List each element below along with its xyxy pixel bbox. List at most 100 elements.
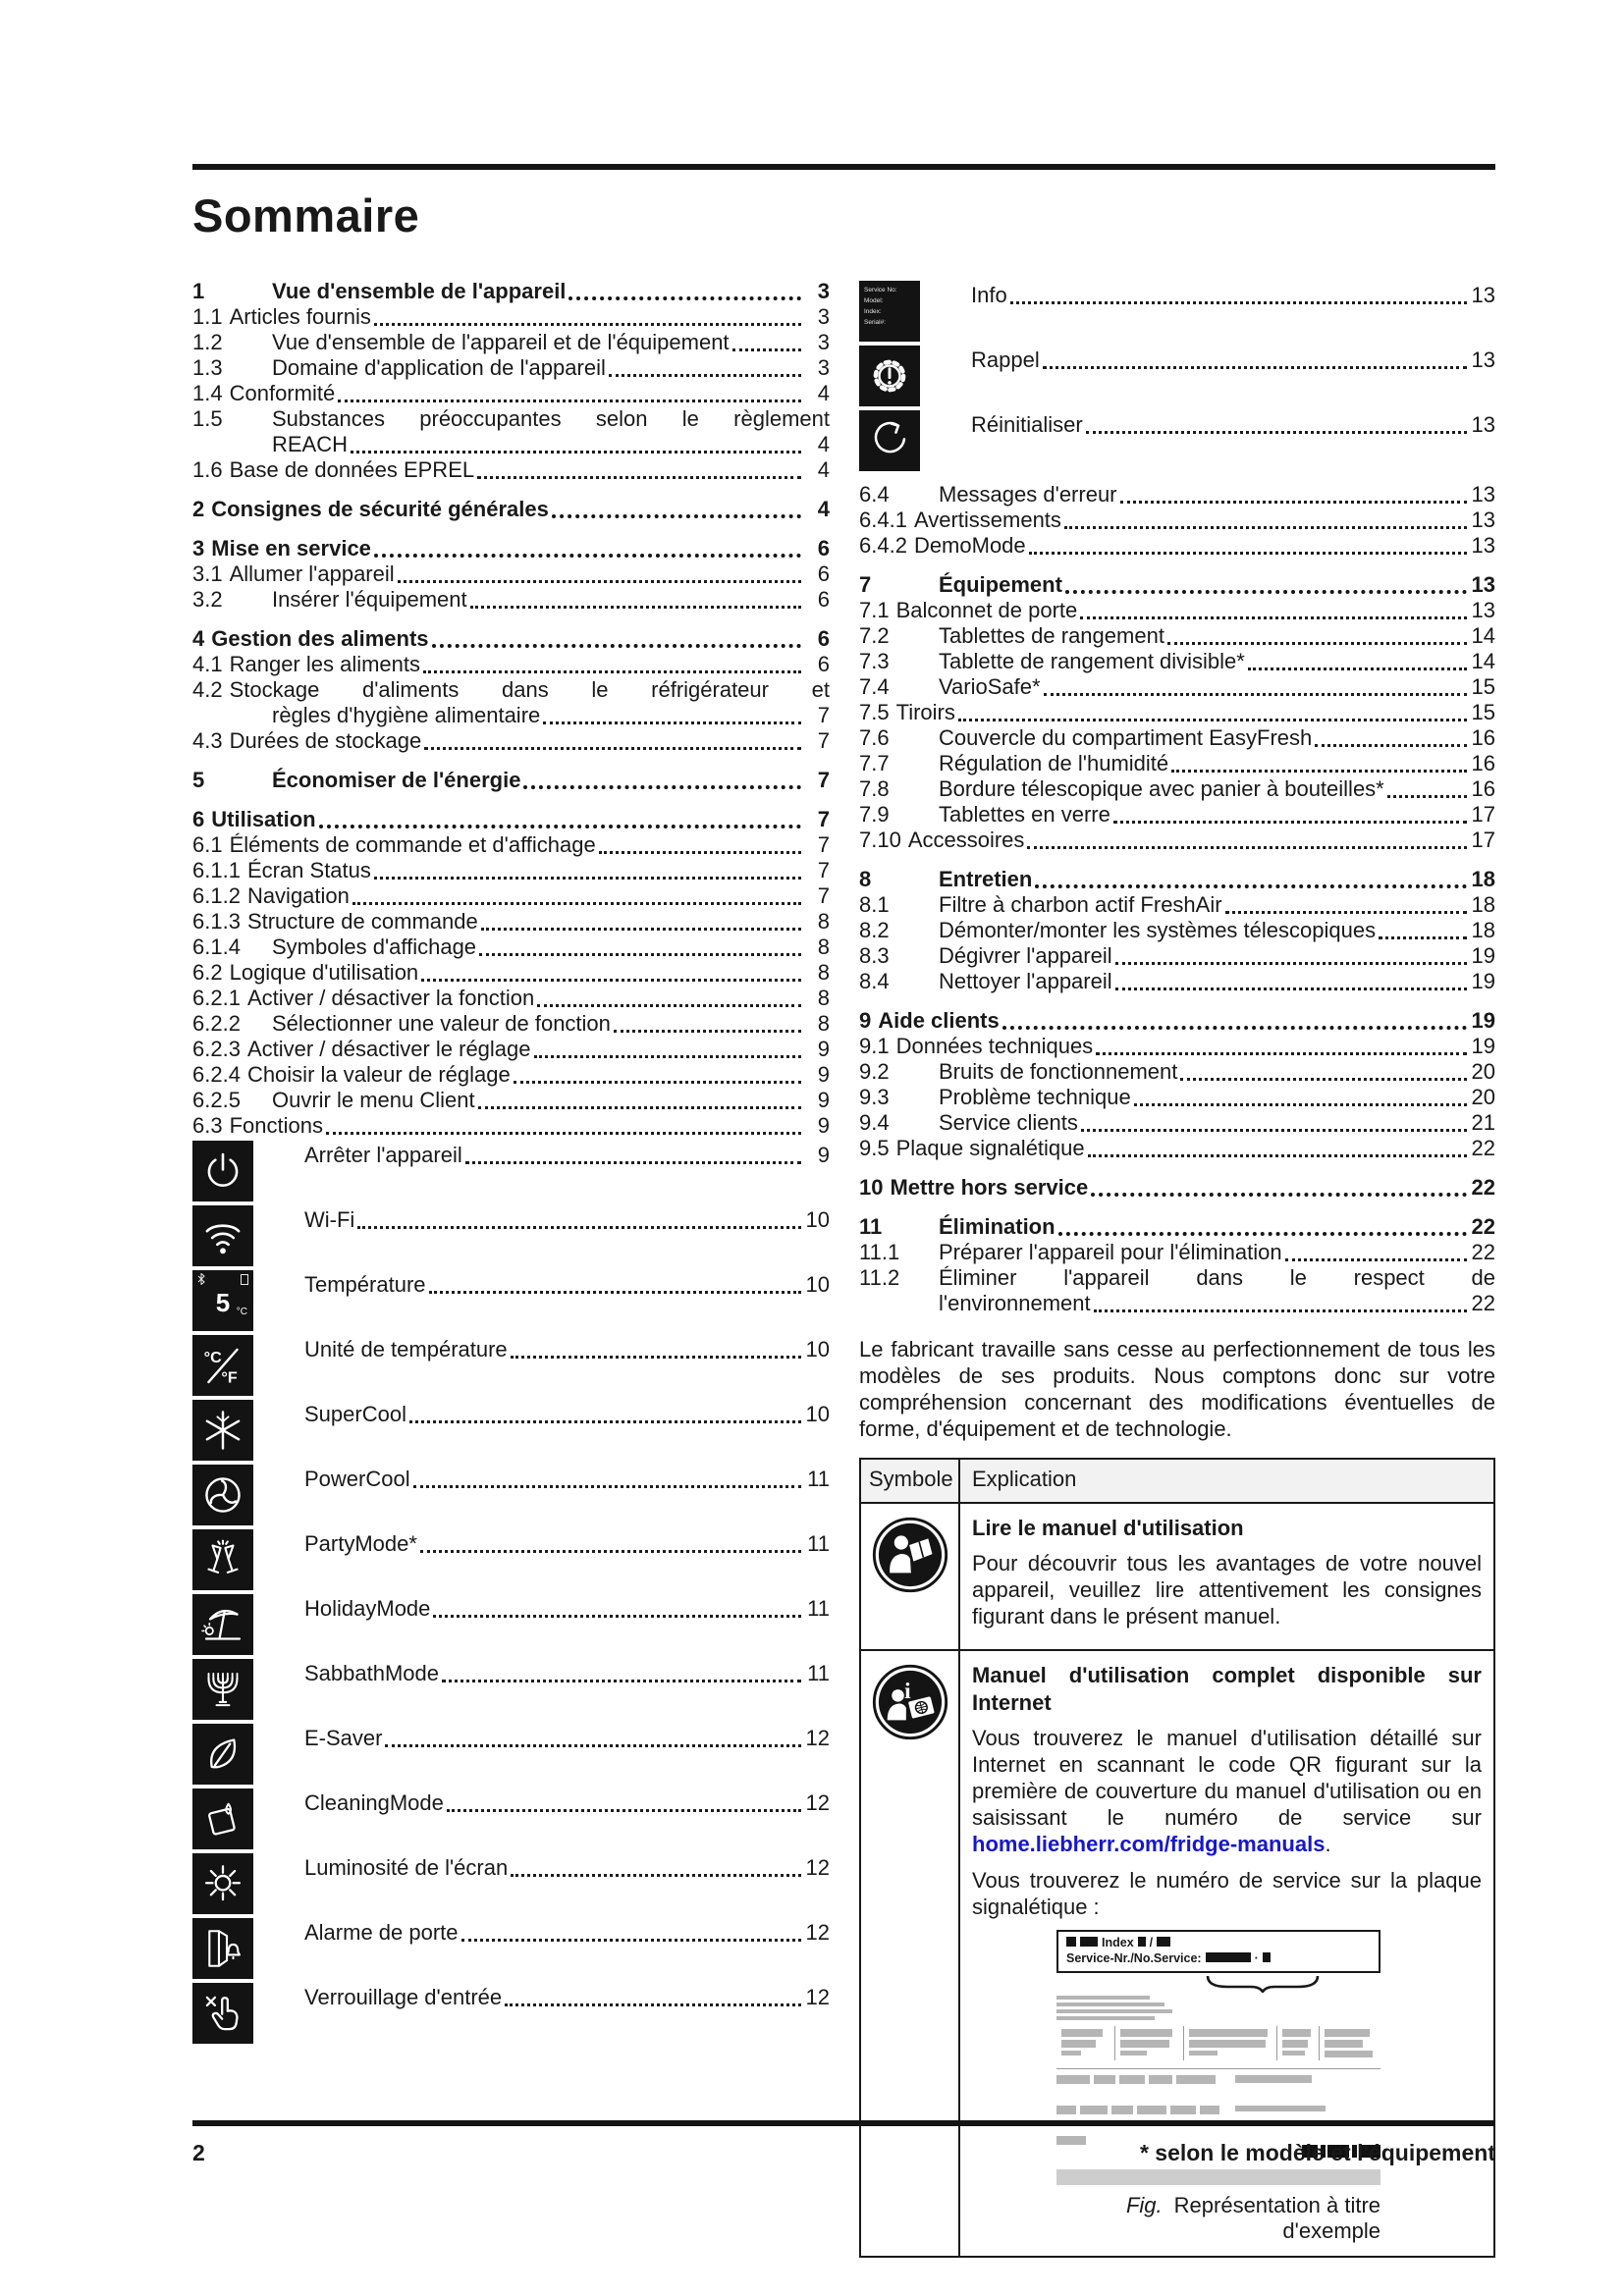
toc-entry[interactable]: Alarme de porte 12 xyxy=(192,1918,830,1981)
input-lock-icon xyxy=(192,1983,253,2044)
toc-entry[interactable]: Wi-Fi 10 xyxy=(192,1205,830,1268)
toc-entry[interactable]: 7 Équipement 13 xyxy=(859,572,1495,598)
toc-entry[interactable]: Arrêter l'appareil 9 xyxy=(192,1141,830,1203)
toc-entry[interactable]: 6 Utilisation 7 xyxy=(192,807,830,832)
toc-entry[interactable]: 2 Consignes de sécurité générales 4 xyxy=(192,497,830,522)
toc-entry[interactable]: Luminosité de l'écran 12 xyxy=(192,1853,830,1916)
toc-entry[interactable]: 8 Entretien 18 xyxy=(859,867,1495,892)
toc-page: 9 xyxy=(817,1037,830,1061)
toc-page: 14 xyxy=(1471,623,1495,648)
toc-entry[interactable]: 6.2 Logique d'utilisation 8 xyxy=(192,960,830,986)
toc-page: 18 xyxy=(1471,918,1495,942)
toc-entry[interactable]: 1.1 Articles fournis 3 xyxy=(192,304,830,330)
toc-label: Tablette de rangement divisible* xyxy=(939,649,1245,673)
toc-entry[interactable]: Verrouillage d'entrée 12 xyxy=(192,1983,830,2046)
toc-entry[interactable]: 6.3 Fonctions 9 xyxy=(192,1113,830,1139)
toc-entry[interactable]: 1.2 Vue d'ensemble de l'appareil et de l'… xyxy=(192,330,830,355)
toc-entry[interactable]: 9.2 Bruits de fonctionnement 20 xyxy=(859,1059,1495,1085)
toc-page: 14 xyxy=(1471,649,1495,673)
dot-leader xyxy=(1247,667,1467,670)
toc-entry[interactable]: 6.1.3 Structure de commande 8 xyxy=(192,909,830,934)
toc-entry[interactable]: 7.7 Régulation de l'humidité 16 xyxy=(859,751,1495,776)
toc-entry[interactable]: 1.4 Conformité 4 xyxy=(192,381,830,406)
toc-entry[interactable]: Réinitialiser 13 xyxy=(859,410,1495,473)
toc-entry[interactable]: 8.2 Démonter/monter les systèmes télescop… xyxy=(859,918,1495,943)
toc-entry[interactable]: 4.2 Stockage d'aliments dans le réfrigéra… xyxy=(192,677,830,728)
dot-leader xyxy=(428,1291,801,1294)
toc-entry[interactable]: Rappel 13 xyxy=(859,346,1495,408)
toc-entry[interactable]: 9.4 Service clients 21 xyxy=(859,1110,1495,1136)
toc-entry[interactable]: 6.1 Éléments de commande et d'affichage 7 xyxy=(192,832,830,858)
toc-entry[interactable]: 9.3 Problème technique 20 xyxy=(859,1085,1495,1110)
toc-entry[interactable]: CleaningMode 12 xyxy=(192,1789,830,1851)
toc-number: 7.2 xyxy=(859,623,890,648)
toc-entry[interactable]: 7.3 Tablette de rangement divisible* 14 xyxy=(859,649,1495,674)
toc-page: 3 xyxy=(817,330,830,354)
toc-entry[interactable]: 6.4.2 DemoMode 13 xyxy=(859,533,1495,559)
toc-entry[interactable]: 3.2 Insérer l'équipement 6 xyxy=(192,587,830,613)
toc-entry[interactable]: 7.5 Tiroirs 15 xyxy=(859,700,1495,725)
toc-label: Messages d'erreur xyxy=(939,482,1117,507)
manuals-link[interactable]: home.liebherr.com/fridge-manuals xyxy=(972,1832,1326,1856)
toc-label: Mettre hors service xyxy=(890,1175,1089,1200)
toc-entry[interactable]: SuperCool 10 xyxy=(192,1400,830,1463)
toc-entry[interactable]: 4 Gestion des aliments 6 xyxy=(192,626,830,652)
toc-entry[interactable]: 9.1 Données techniques 19 xyxy=(859,1034,1495,1059)
toc-entry[interactable]: 6.4.1 Avertissements 13 xyxy=(859,507,1495,533)
toc-label: Aide clients xyxy=(878,1008,1000,1033)
toc-entry[interactable]: 8.3 Dégivrer l'appareil 19 xyxy=(859,943,1495,969)
toc-entry[interactable]: 7.10 Accessoires 17 xyxy=(859,828,1495,853)
toc-entry[interactable]: 7.2 Tablettes de rangement 14 xyxy=(859,623,1495,649)
toc-entry[interactable]: SabbathMode 11 xyxy=(192,1659,830,1722)
toc-page: 8 xyxy=(817,909,830,934)
toc-entry[interactable]: 7.9 Tablettes en verre 17 xyxy=(859,802,1495,828)
dot-leader xyxy=(1379,936,1467,939)
toc-entry[interactable]: 1.5 Substances préoccupantes selon le règ… xyxy=(192,406,830,457)
toc-entry[interactable]: 9 Aide clients 19 xyxy=(859,1008,1495,1034)
toc-entry[interactable]: 3.1 Allumer l'appareil 6 xyxy=(192,561,830,587)
toc-entry[interactable]: 8.1 Filtre à charbon actif FreshAir 18 xyxy=(859,892,1495,918)
toc-entry[interactable]: 6.4 Messages d'erreur 13 xyxy=(859,482,1495,507)
toc-entry[interactable]: 6.1.4 Symboles d'affichage 8 xyxy=(192,934,830,960)
toc-entry[interactable]: E-Saver 12 xyxy=(192,1724,830,1787)
toc-entry[interactable]: 7.8 Bordure télescopique avec panier à bo… xyxy=(859,776,1495,802)
toc-entry[interactable]: 6.1.2 Navigation 7 xyxy=(192,883,830,909)
toc-number: 7.1 xyxy=(859,598,890,622)
toc-entry[interactable]: 7.1 Balconnet de porte 13 xyxy=(859,598,1495,623)
toc-entry[interactable]: 1.6 Base de données EPREL 4 xyxy=(192,457,830,483)
toc-label: Choisir la valeur de réglage xyxy=(246,1062,511,1087)
toc-entry[interactable]: 6.2.5 Ouvrir le menu Client 9 xyxy=(192,1088,830,1113)
toc-entry[interactable]: 1 Vue d'ensemble de l'appareil 3 xyxy=(192,279,830,304)
toc-entry[interactable]: 9.5 Plaque signalétique 22 xyxy=(859,1136,1495,1161)
toc-entry[interactable]: 5 °C Température 10 xyxy=(192,1270,830,1333)
toc-entry[interactable]: Service No: Model: Index: Serial#: Info 13 xyxy=(859,281,1495,344)
toc-entry[interactable]: 4.1 Ranger les aliments 6 xyxy=(192,652,830,677)
toc-entry[interactable]: 6.1.1 Écran Status 7 xyxy=(192,858,830,883)
toc-entry[interactable]: 6.2.4 Choisir la valeur de réglage 9 xyxy=(192,1062,830,1088)
toc-entry[interactable]: 7.4 VarioSafe* 15 xyxy=(859,674,1495,700)
toc-entry[interactable]: 1.3 Domaine d'application de l'appareil 3 xyxy=(192,355,830,381)
cleaningmode-icon xyxy=(192,1789,253,1849)
dot-leader xyxy=(568,296,801,300)
toc-entry[interactable]: 4.3 Durées de stockage 7 xyxy=(192,728,830,754)
toc-entry[interactable]: 11 Élimination 22 xyxy=(859,1214,1495,1240)
toc-entry[interactable]: 7.6 Couvercle du compartiment EasyFresh 16 xyxy=(859,725,1495,751)
toc-entry[interactable]: PartyMode* 11 xyxy=(192,1529,830,1592)
toc-entry[interactable]: 8.4 Nettoyer l'appareil 19 xyxy=(859,969,1495,994)
toc-entry[interactable]: 11.2 Éliminer l'appareil dans le respect … xyxy=(859,1265,1495,1316)
toc-entry[interactable]: HolidayMode 11 xyxy=(192,1594,830,1657)
toc-entry[interactable]: 6.2.2 Sélectionner une valeur de fonction… xyxy=(192,1011,830,1037)
toc-entry[interactable]: 5 Économiser de l'énergie 7 xyxy=(192,768,830,793)
toc-number: 3 xyxy=(192,536,205,561)
toc-entry[interactable]: °C °F Unité de température 10 xyxy=(192,1335,830,1398)
toc-entry[interactable]: 3 Mise en service 6 xyxy=(192,536,830,561)
toc-page: 6 xyxy=(817,536,830,561)
toc-entry[interactable]: 6.2.1 Activer / désactiver la fonction 8 xyxy=(192,986,830,1011)
toc-entry[interactable]: PowerCool 11 xyxy=(192,1465,830,1527)
toc-label: Tiroirs xyxy=(895,700,955,724)
toc-page: 20 xyxy=(1471,1085,1495,1109)
toc-entry[interactable]: 10 Mettre hors service 22 xyxy=(859,1175,1495,1201)
service-number-brace xyxy=(1206,1975,1320,1993)
toc-entry[interactable]: 6.2.3 Activer / désactiver le réglage 9 xyxy=(192,1037,830,1062)
toc-entry[interactable]: 11.1 Préparer l'appareil pour l'éliminati… xyxy=(859,1240,1495,1265)
